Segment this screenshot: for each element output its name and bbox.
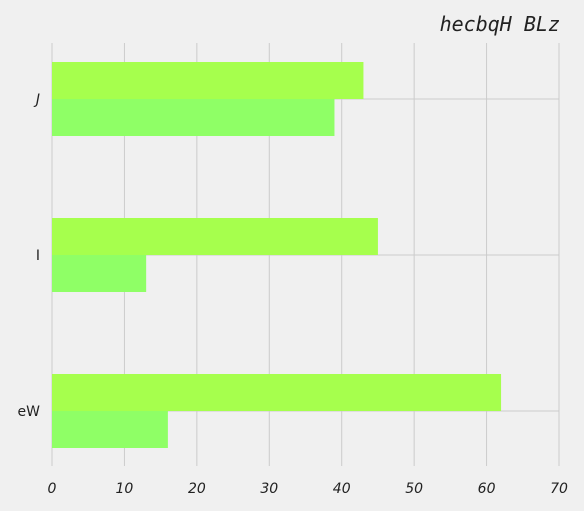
x-tick-label: 10 bbox=[116, 481, 134, 497]
axis-labels: J IeW 0 10 20 30 40 50 60 70 bbox=[18, 92, 568, 497]
x-tick-label: 60 bbox=[478, 481, 496, 497]
bar bbox=[52, 62, 364, 99]
bars bbox=[52, 62, 502, 448]
category-label: J bbox=[33, 92, 40, 108]
bar bbox=[52, 255, 147, 292]
category-label: I bbox=[36, 248, 40, 264]
category-label: eW bbox=[18, 404, 41, 420]
chart-title: hecbqH BLz bbox=[440, 12, 560, 36]
x-tick-label: 70 bbox=[550, 481, 568, 497]
x-tick-label: 40 bbox=[333, 481, 351, 497]
x-tick-label: 50 bbox=[405, 481, 423, 497]
bar bbox=[52, 99, 335, 136]
bar bbox=[52, 218, 378, 255]
x-tick-label: 0 bbox=[48, 481, 57, 497]
x-tick-label: 20 bbox=[188, 481, 206, 497]
bar bbox=[52, 374, 502, 411]
bar bbox=[52, 411, 168, 448]
x-tick-label: 30 bbox=[260, 481, 278, 497]
